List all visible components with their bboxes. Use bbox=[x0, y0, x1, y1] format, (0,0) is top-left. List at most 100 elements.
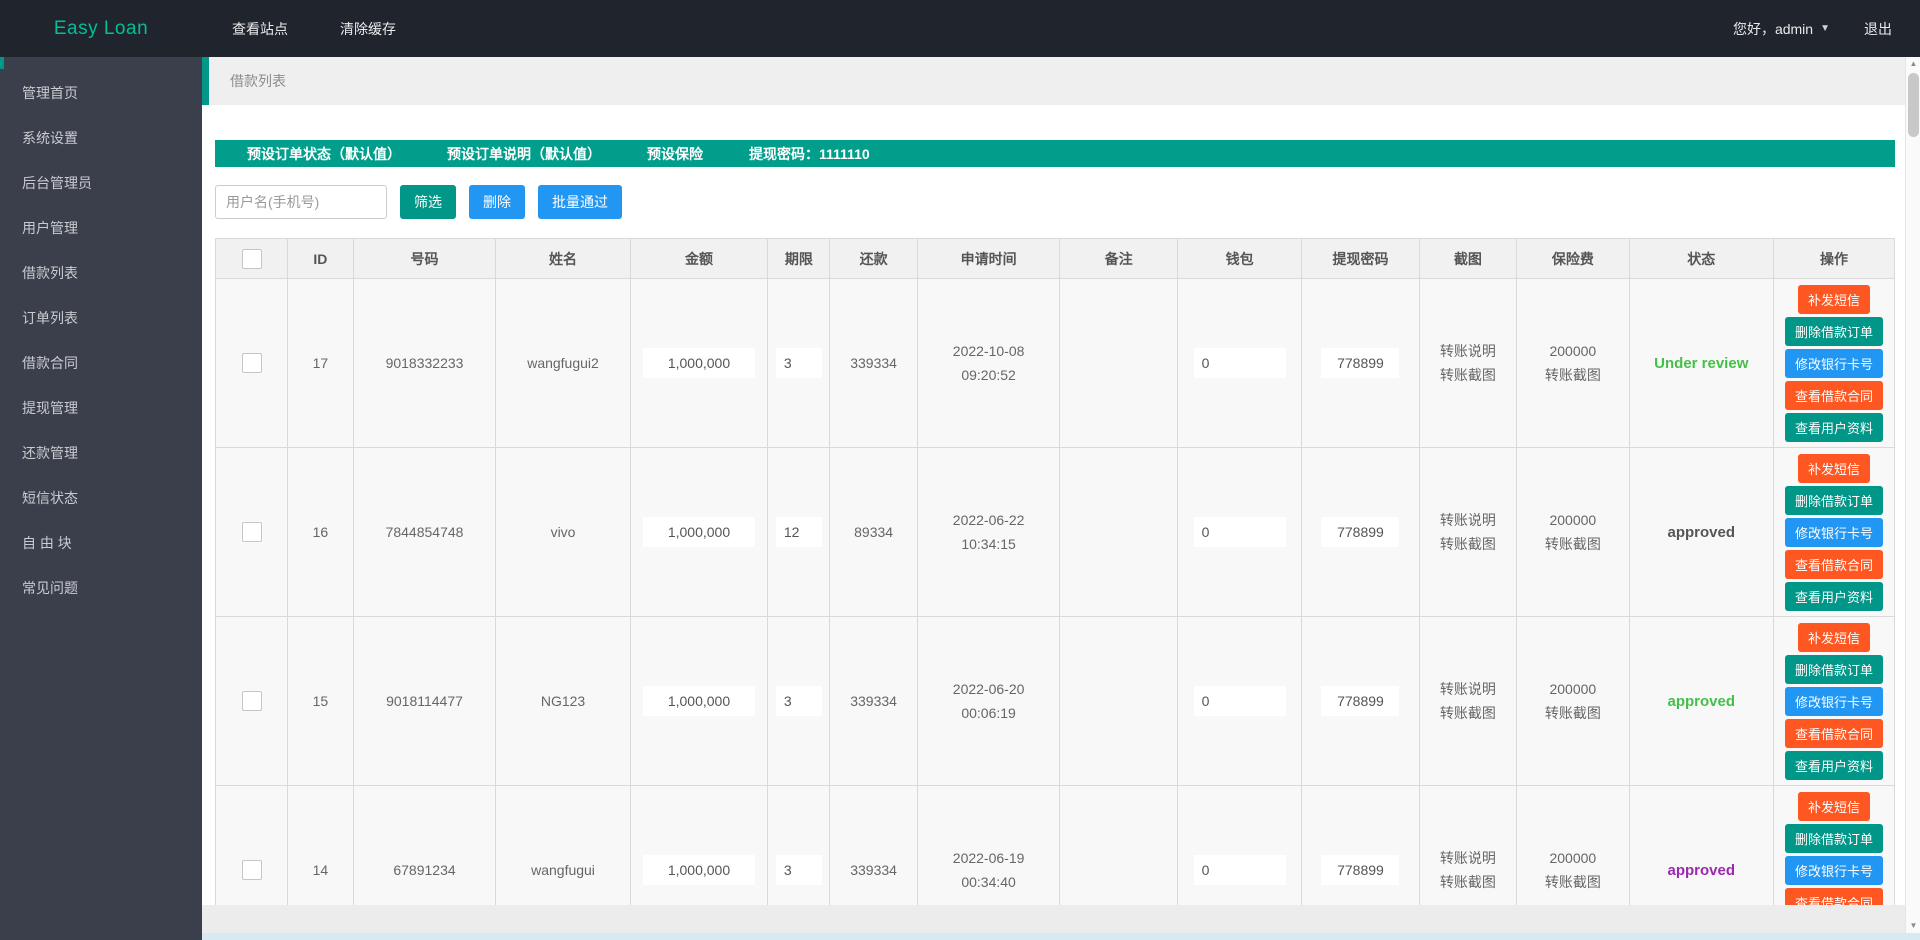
header-term: 期限 bbox=[767, 238, 831, 279]
resend-sms-button[interactable]: 补发短信 bbox=[1797, 453, 1870, 483]
preset-order-note-link[interactable]: 预设订单说明（默认值） bbox=[447, 145, 601, 162]
sidebar-item-order-list[interactable]: 订单列表 bbox=[22, 310, 78, 326]
wallet-input[interactable] bbox=[1193, 348, 1286, 378]
wallet-input[interactable] bbox=[1193, 517, 1286, 547]
sidebar-item-user-management[interactable]: 用户管理 bbox=[22, 220, 78, 236]
app-logo: Easy Loan bbox=[53, 17, 149, 39]
sidebar-item-loan-contract[interactable]: 借款合同 bbox=[22, 355, 78, 371]
transfer-note-link[interactable]: 转账说明 bbox=[1439, 342, 1496, 359]
amount-input[interactable] bbox=[643, 855, 755, 885]
term-input[interactable] bbox=[775, 348, 822, 378]
row-checkbox[interactable] bbox=[241, 353, 262, 373]
header-insurance-fee: 保险费 bbox=[1516, 238, 1630, 279]
withdraw-password-input[interactable] bbox=[1321, 686, 1400, 716]
term-input[interactable] bbox=[775, 686, 822, 716]
resend-sms-button[interactable]: 补发短信 bbox=[1797, 284, 1870, 314]
filter-button[interactable]: 筛选 bbox=[400, 185, 456, 219]
header-repayment: 还款 bbox=[829, 238, 918, 279]
clear-cache-link[interactable]: 清除缓存 bbox=[340, 20, 396, 37]
user-menu[interactable]: 您好，admin ▼ bbox=[1733, 19, 1830, 39]
scrollbar-thumb[interactable] bbox=[1908, 73, 1919, 137]
withdraw-password-input[interactable] bbox=[1321, 348, 1400, 378]
cell-insurance: 200000 转账截图 bbox=[1516, 785, 1630, 905]
resend-sms-button[interactable]: 补发短信 bbox=[1797, 622, 1870, 652]
cell-insurance: 200000 转账截图 bbox=[1516, 616, 1630, 786]
transfer-screenshot-link[interactable]: 转账截图 bbox=[1439, 367, 1496, 383]
insurance-amount: 200000 bbox=[1549, 849, 1597, 866]
sidebar-item-free-block[interactable]: 自 由 块 bbox=[22, 535, 72, 551]
insurance-screenshot-link[interactable]: 转账截图 bbox=[1544, 874, 1601, 890]
view-user-profile-button[interactable]: 查看用户资料 bbox=[1784, 581, 1883, 611]
cell-insurance: 200000 转账截图 bbox=[1516, 447, 1630, 617]
sidebar-item-repayment-management[interactable]: 还款管理 bbox=[22, 445, 78, 461]
delete-loan-order-button[interactable]: 删除借款订单 bbox=[1784, 485, 1883, 515]
sidebar-item-loan-list[interactable]: 借款列表 bbox=[22, 265, 78, 281]
sidebar-item-system-settings[interactable]: 系统设置 bbox=[22, 130, 78, 146]
term-input[interactable] bbox=[775, 517, 822, 547]
transfer-screenshot-link[interactable]: 转账截图 bbox=[1439, 874, 1496, 890]
select-all-checkbox[interactable] bbox=[241, 248, 262, 269]
vertical-scrollbar[interactable]: ▲ ▼ bbox=[1905, 57, 1920, 933]
preset-insurance-link[interactable]: 预设保险 bbox=[647, 145, 703, 162]
cell-note bbox=[1059, 785, 1178, 905]
scroll-down-icon[interactable]: ▼ bbox=[1909, 921, 1918, 930]
delete-loan-order-button[interactable]: 删除借款订单 bbox=[1784, 316, 1883, 346]
transfer-note-link[interactable]: 转账说明 bbox=[1439, 849, 1496, 866]
row-checkbox[interactable] bbox=[241, 691, 262, 711]
cell-screenshot: 转账说明 转账截图 bbox=[1418, 447, 1518, 617]
sidebar-item-admin-home[interactable]: 管理首页 bbox=[22, 85, 78, 101]
scroll-up-icon[interactable]: ▲ bbox=[1909, 59, 1918, 68]
cell-note bbox=[1059, 616, 1178, 786]
transfer-note-link[interactable]: 转账说明 bbox=[1439, 680, 1496, 697]
sidebar-item-faq[interactable]: 常见问题 bbox=[22, 580, 78, 596]
withdraw-password-input[interactable] bbox=[1321, 517, 1400, 547]
amount-input[interactable] bbox=[643, 686, 755, 716]
amount-input[interactable] bbox=[643, 348, 755, 378]
cell-insurance: 200000 转账截图 bbox=[1516, 278, 1630, 448]
preset-order-status-link[interactable]: 预设订单状态（默认值） bbox=[247, 145, 401, 162]
transfer-screenshot-link[interactable]: 转账截图 bbox=[1439, 705, 1496, 721]
header-withdraw-password: 提现密码 bbox=[1301, 238, 1420, 279]
row-checkbox[interactable] bbox=[241, 522, 262, 542]
withdraw-password-input[interactable] bbox=[1321, 855, 1400, 885]
resend-sms-button[interactable]: 补发短信 bbox=[1797, 791, 1870, 821]
preset-banner: 预设订单状态（默认值） 预设订单说明（默认值） 预设保险 提现密码：111111… bbox=[215, 140, 1895, 167]
withdraw-password-label: 提现密码：1111110 bbox=[749, 145, 870, 162]
edit-bank-card-button[interactable]: 修改银行卡号 bbox=[1784, 348, 1883, 378]
wallet-input[interactable] bbox=[1193, 686, 1286, 716]
header-wallet: 钱包 bbox=[1176, 238, 1303, 279]
horizontal-scrollbar[interactable] bbox=[202, 933, 1920, 940]
delete-loan-order-button[interactable]: 删除借款订单 bbox=[1784, 654, 1883, 684]
row-checkbox[interactable] bbox=[241, 860, 262, 880]
view-site-link[interactable]: 查看站点 bbox=[232, 20, 288, 37]
wallet-input[interactable] bbox=[1193, 855, 1286, 885]
sidebar-item-sms-status[interactable]: 短信状态 bbox=[22, 490, 78, 506]
view-user-profile-button[interactable]: 查看用户资料 bbox=[1784, 412, 1883, 442]
sidebar-item-withdraw-management[interactable]: 提现管理 bbox=[22, 400, 78, 416]
view-user-profile-button[interactable]: 查看用户资料 bbox=[1784, 750, 1883, 780]
edit-bank-card-button[interactable]: 修改银行卡号 bbox=[1784, 855, 1883, 885]
amount-input[interactable] bbox=[643, 517, 755, 547]
username-search-input[interactable] bbox=[215, 185, 387, 219]
cell-screenshot: 转账说明 转账截图 bbox=[1418, 278, 1518, 448]
table-row: 15 9018114477 NG123 339334 2022-06-20 00… bbox=[215, 616, 1895, 786]
sidebar: 管理首页 系统设置 后台管理员 用户管理 借款列表 订单列表 借款合同 提现管理… bbox=[0, 57, 202, 940]
delete-button[interactable]: 删除 bbox=[469, 185, 525, 219]
transfer-screenshot-link[interactable]: 转账截图 bbox=[1439, 536, 1496, 552]
view-loan-contract-button[interactable]: 查看借款合同 bbox=[1784, 887, 1883, 905]
batch-approve-button[interactable]: 批量通过 bbox=[538, 185, 622, 219]
transfer-note-link[interactable]: 转账说明 bbox=[1439, 511, 1496, 528]
edit-bank-card-button[interactable]: 修改银行卡号 bbox=[1784, 686, 1883, 716]
view-loan-contract-button[interactable]: 查看借款合同 bbox=[1784, 718, 1883, 748]
edit-bank-card-button[interactable]: 修改银行卡号 bbox=[1784, 517, 1883, 547]
view-loan-contract-button[interactable]: 查看借款合同 bbox=[1784, 549, 1883, 579]
insurance-screenshot-link[interactable]: 转账截图 bbox=[1544, 705, 1601, 721]
delete-loan-order-button[interactable]: 删除借款订单 bbox=[1784, 823, 1883, 853]
sidebar-item-backend-admins[interactable]: 后台管理员 bbox=[22, 175, 92, 191]
insurance-amount: 200000 bbox=[1549, 511, 1597, 528]
view-loan-contract-button[interactable]: 查看借款合同 bbox=[1784, 380, 1883, 410]
insurance-screenshot-link[interactable]: 转账截图 bbox=[1544, 536, 1601, 552]
term-input[interactable] bbox=[775, 855, 822, 885]
logout-link[interactable]: 退出 bbox=[1864, 20, 1892, 37]
insurance-screenshot-link[interactable]: 转账截图 bbox=[1544, 367, 1601, 383]
